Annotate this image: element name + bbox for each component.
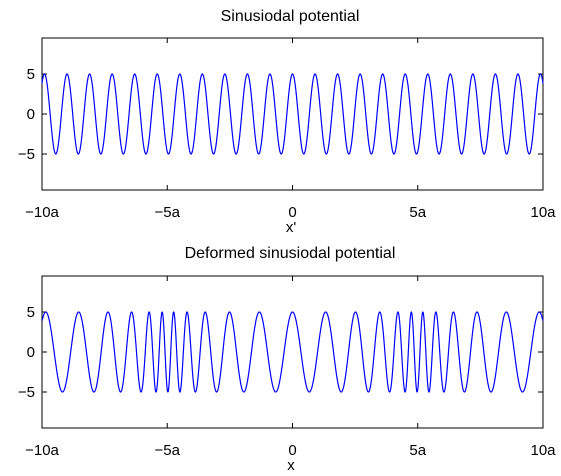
top-chart-ticks (41, 38, 544, 190)
bottom-chart-ytick-label: −5 (18, 384, 35, 401)
bottom-chart-xtick-labels: −10a −5a 0 5a 10a (25, 442, 556, 459)
bottom-chart: Deformed sinusiodal potential −10a −5a 0 5a… (18, 245, 556, 474)
top-chart-line (41, 73, 544, 155)
bottom-chart-ticks (41, 276, 544, 428)
bottom-chart-xtick-label: 0 (288, 442, 296, 459)
top-chart-title: Sinusiodal potential (221, 8, 360, 25)
top-chart-xtick-label: −10a (25, 204, 59, 221)
top-chart-ytick-label: 0 (27, 106, 35, 123)
bottom-chart-line (41, 311, 544, 393)
bottom-chart-frame (41, 275, 544, 429)
bottom-chart-xtick-label: 5a (409, 442, 426, 459)
bottom-chart-ytick-labels: 5 0 −5 (18, 304, 35, 401)
bottom-chart-ytick-label: 0 (27, 344, 35, 361)
bottom-chart-xtick-label: −5a (155, 442, 181, 459)
top-chart-xtick-label: 10a (530, 204, 556, 221)
top-chart-xtick-labels: −10a −5a 0 5a 10a (25, 204, 556, 221)
top-chart-frame (41, 37, 544, 191)
bottom-chart-title: Deformed sinusiodal potential (185, 245, 396, 262)
top-chart-xlabel: x' (286, 219, 297, 236)
top-chart-xtick-label: 0 (288, 204, 296, 221)
top-chart: Sinusiodal potential −10a −5a 0 5a 10a 50−5 … (18, 8, 556, 236)
top-chart-xtick-label: −5a (155, 204, 181, 221)
top-chart-ytick-labels: 5 0 −5 (18, 66, 35, 163)
top-chart-ytick-label: −5 (18, 146, 35, 163)
bottom-chart-ytick-label: 5 (27, 304, 35, 321)
bottom-chart-xlabel: x (287, 457, 295, 474)
top-chart-xtick-label: 5a (409, 204, 426, 221)
bottom-chart-xtick-label: 10a (530, 442, 556, 459)
top-chart-ytick-label: 5 (27, 66, 35, 83)
bottom-chart-xtick-label: −10a (25, 442, 59, 459)
